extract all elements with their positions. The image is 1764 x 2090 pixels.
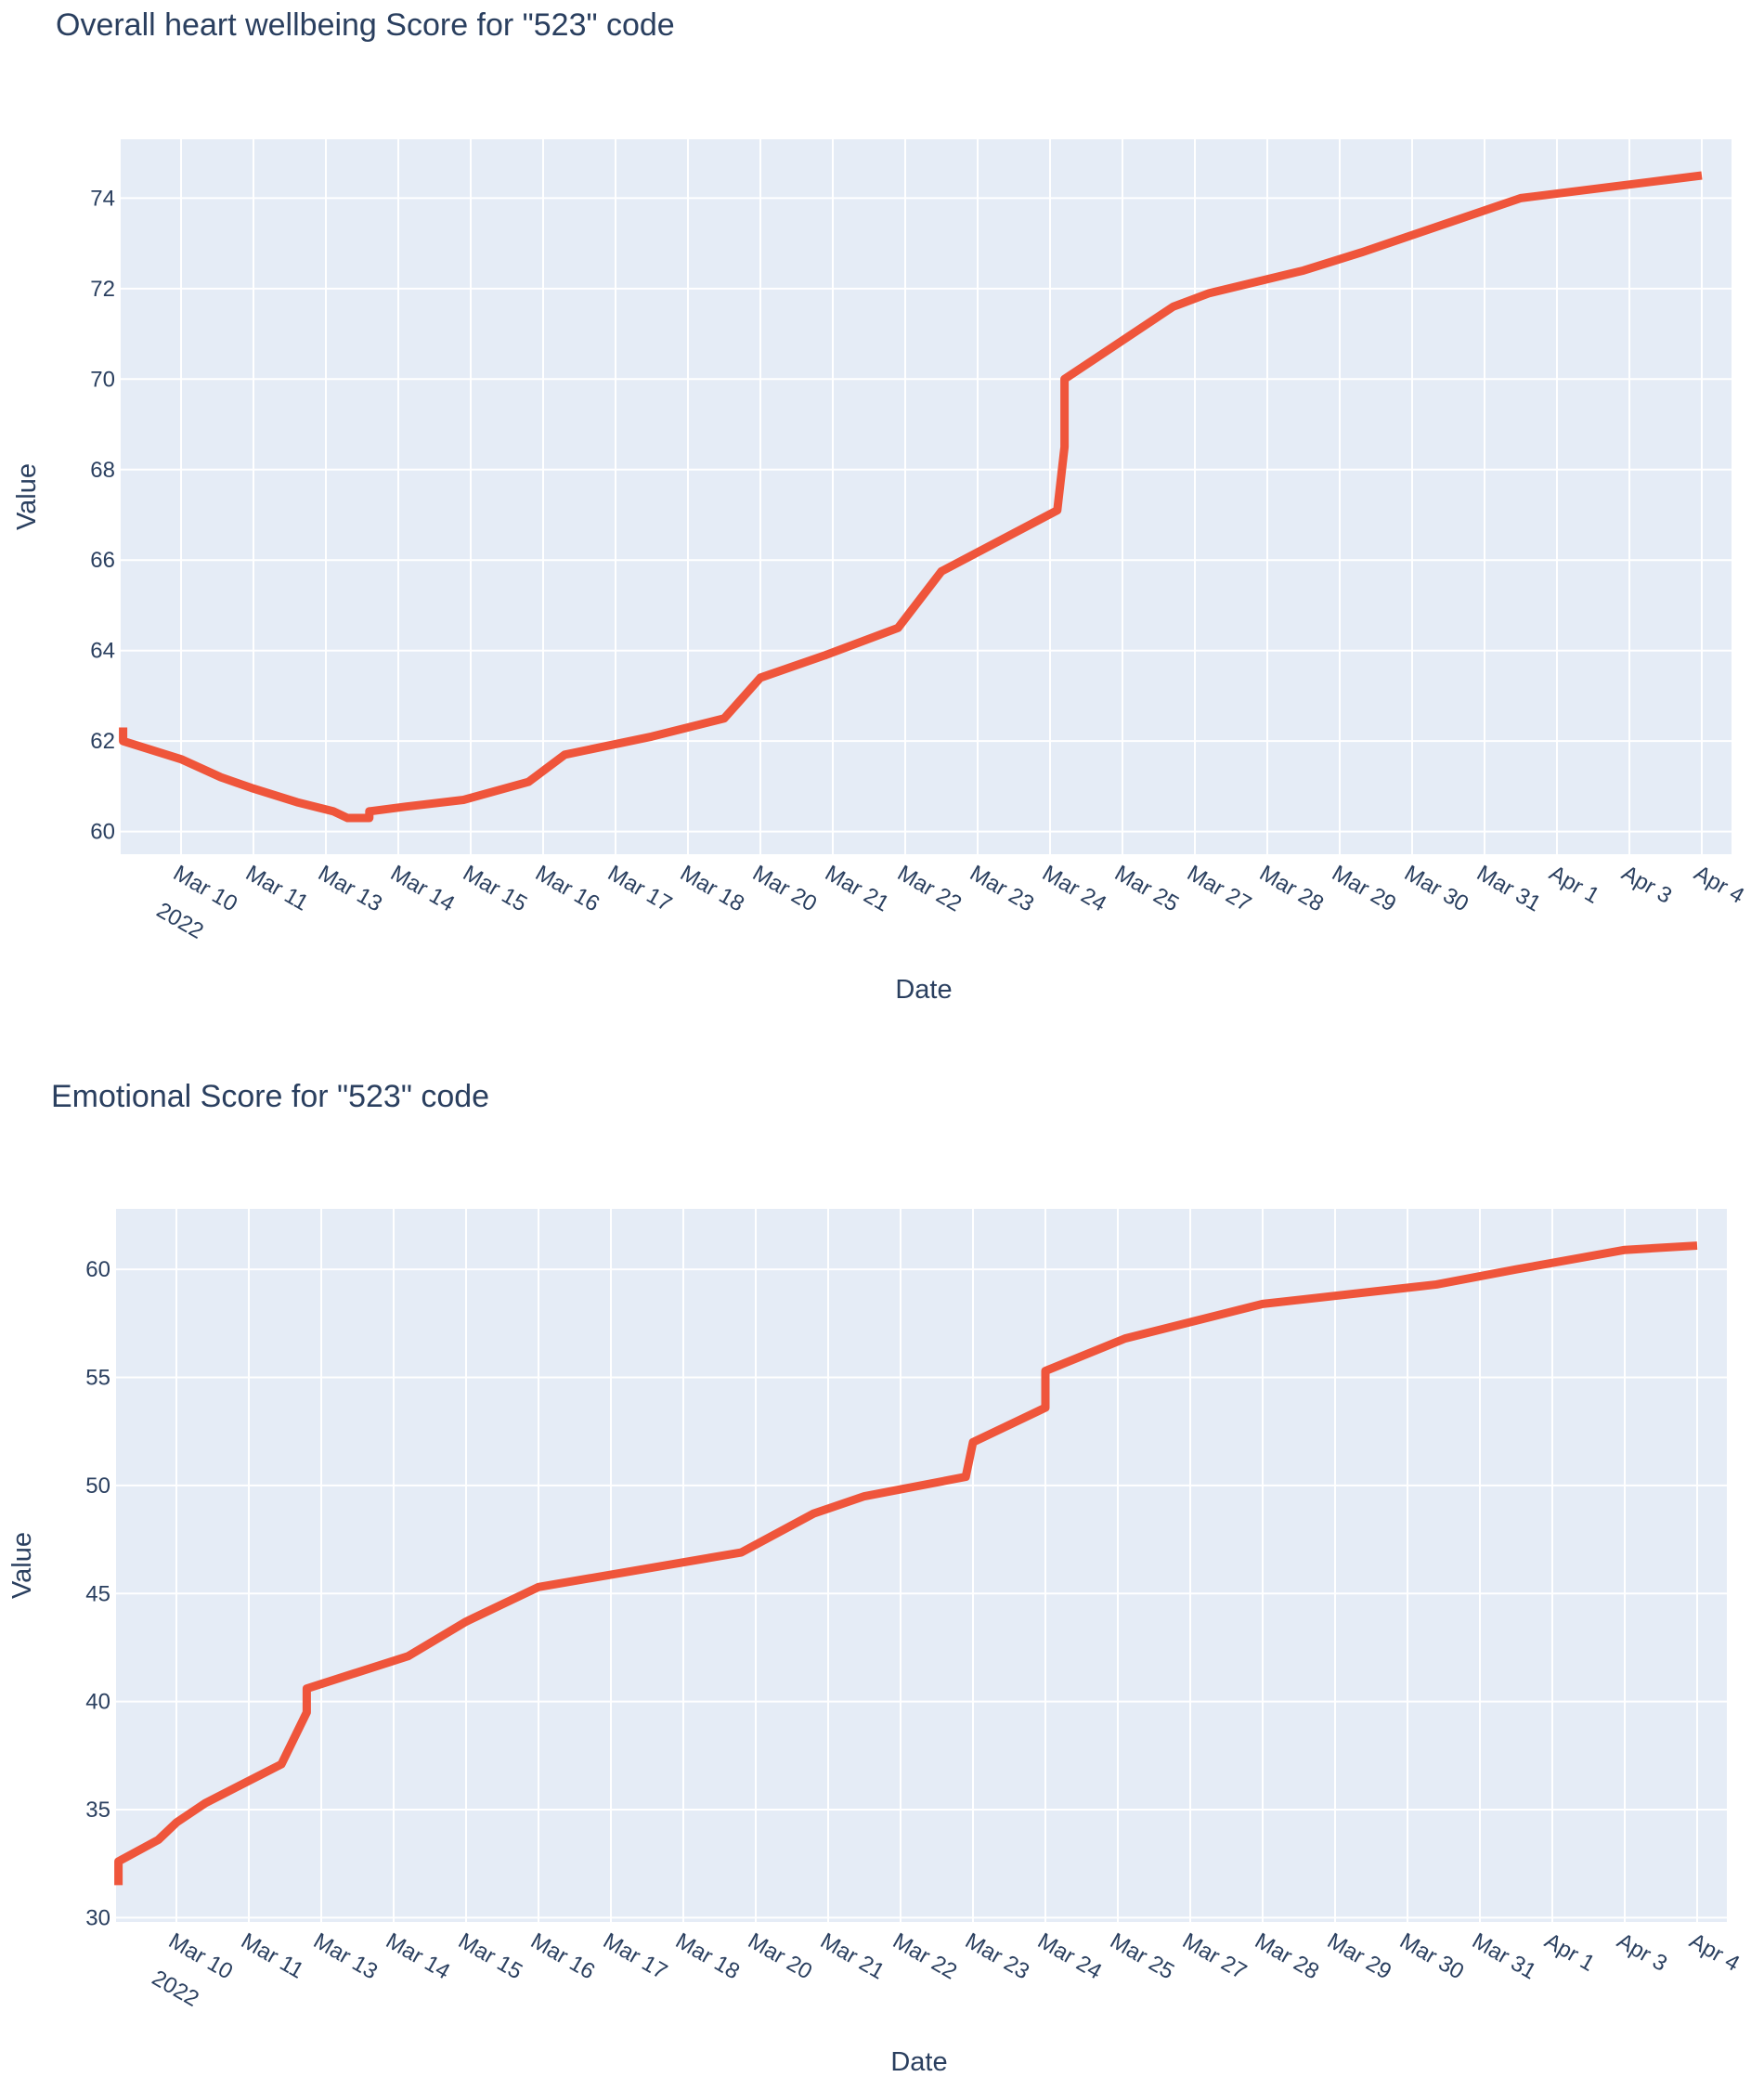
y-tick-label: 66 <box>90 548 115 573</box>
x-year-label: 2022 <box>152 898 208 944</box>
x-tick-label: Mar 27 <box>1183 861 1255 917</box>
y-tick-label: 64 <box>90 639 115 664</box>
y-tick-label: 72 <box>90 277 115 302</box>
x-tick-label: Mar 16 <box>526 1928 599 1985</box>
x-tick-label: Mar 13 <box>314 861 386 917</box>
x-tick-label: Mar 20 <box>744 1928 816 1985</box>
x-tick-label: Mar 20 <box>748 861 821 917</box>
plot-area: Mar 10 Mar 11 Mar 13 Mar 14 Mar 15 Mar 16 Mar … <box>7 1209 1744 2077</box>
y-axis-title: Value <box>7 1532 37 1599</box>
x-tick-label: Mar 11 <box>237 1928 308 1984</box>
plot-background <box>116 1209 1727 1922</box>
x-tick-label: Apr 4 <box>1685 1928 1744 1977</box>
x-tick-label: Mar 24 <box>1033 1928 1106 1985</box>
x-tick-label: Apr 3 <box>1613 1928 1671 1977</box>
x-tick-label: Mar 21 <box>816 1928 888 1985</box>
x-tick-label: Mar 15 <box>454 1928 526 1985</box>
y-axis-title: Value <box>12 463 42 530</box>
x-tick-label: Apr 1 <box>1540 1928 1599 1977</box>
x-tick-label: Mar 30 <box>1395 1928 1468 1985</box>
x-tick-label: Mar 23 <box>966 861 1038 917</box>
x-tick-label: Apr 1 <box>1545 861 1603 909</box>
x-axis-title: Date <box>895 975 952 1005</box>
y-tick-label: 50 <box>85 1473 110 1499</box>
x-tick-label: Mar 24 <box>1038 861 1110 917</box>
series-line <box>119 171 1703 823</box>
x-tick-label: Mar 22 <box>893 861 966 917</box>
y-tick-label: 45 <box>85 1581 110 1606</box>
x-tick-label: Mar 17 <box>603 861 676 917</box>
chart-title: Overall heart wellbeing Score for "523" … <box>56 7 675 43</box>
series-line <box>114 1241 1698 1886</box>
x-axis-title: Date <box>890 2047 947 2077</box>
x-tick-label: Mar 28 <box>1255 861 1328 917</box>
chart-heart-wellbeing: Overall heart wellbeing Score for "523" … <box>12 7 1748 1005</box>
y-tick-label: 60 <box>90 820 115 845</box>
y-tick-label: 30 <box>85 1905 110 1930</box>
plot-area: Mar 10 Mar 11 Mar 13 Mar 14 Mar 15 Mar 16 Mar … <box>12 139 1748 1005</box>
chart-title: Emotional Score for "523" code <box>51 1079 490 1114</box>
plot-background <box>121 139 1732 854</box>
x-tick-label: Mar 30 <box>1400 861 1472 917</box>
y-tick-label: 74 <box>90 186 115 211</box>
chart-emotional-score: Emotional Score for "523" code Mar 10 Mar… <box>0 1058 1764 2090</box>
x-tick-label: Mar 23 <box>961 1928 1033 1985</box>
y-tick-label: 60 <box>85 1257 110 1282</box>
x-year-label: 2022 <box>148 1966 203 2012</box>
x-tick-label: Mar 31 <box>1472 861 1545 917</box>
x-tick-label: Mar 18 <box>671 1928 744 1985</box>
x-tick-label: Mar 25 <box>1106 1928 1178 1985</box>
x-tick-label: Mar 27 <box>1178 1928 1251 1985</box>
x-tick-label: Mar 11 <box>241 861 313 916</box>
x-tick-label: Mar 15 <box>459 861 531 917</box>
x-tick-label: Mar 28 <box>1251 1928 1323 1985</box>
y-tick-label: 68 <box>90 458 115 483</box>
x-tick-label: Mar 22 <box>888 1928 961 1985</box>
x-tick-label: Mar 17 <box>599 1928 671 1985</box>
x-tick-label: Mar 21 <box>821 861 893 917</box>
x-tick-label: Mar 16 <box>531 861 603 917</box>
x-tick-label: Mar 18 <box>676 861 748 917</box>
x-tick-label: Mar 25 <box>1110 861 1183 917</box>
x-tick-label: Mar 29 <box>1328 861 1400 917</box>
x-tick-label: Mar 13 <box>309 1928 382 1985</box>
y-tick-label: 55 <box>85 1366 110 1391</box>
x-tick-label: Mar 14 <box>382 1928 454 1985</box>
x-tick-label: Apr 4 <box>1690 861 1748 909</box>
y-tick-label: 70 <box>90 367 115 392</box>
x-tick-label: Apr 3 <box>1617 861 1676 909</box>
y-tick-label: 40 <box>85 1690 110 1715</box>
x-tick-label: Mar 14 <box>386 861 459 917</box>
y-tick-label: 62 <box>90 729 115 754</box>
y-tick-label: 35 <box>85 1798 110 1823</box>
x-tick-label: Mar 31 <box>1468 1928 1540 1985</box>
x-tick-label: Mar 29 <box>1323 1928 1395 1985</box>
